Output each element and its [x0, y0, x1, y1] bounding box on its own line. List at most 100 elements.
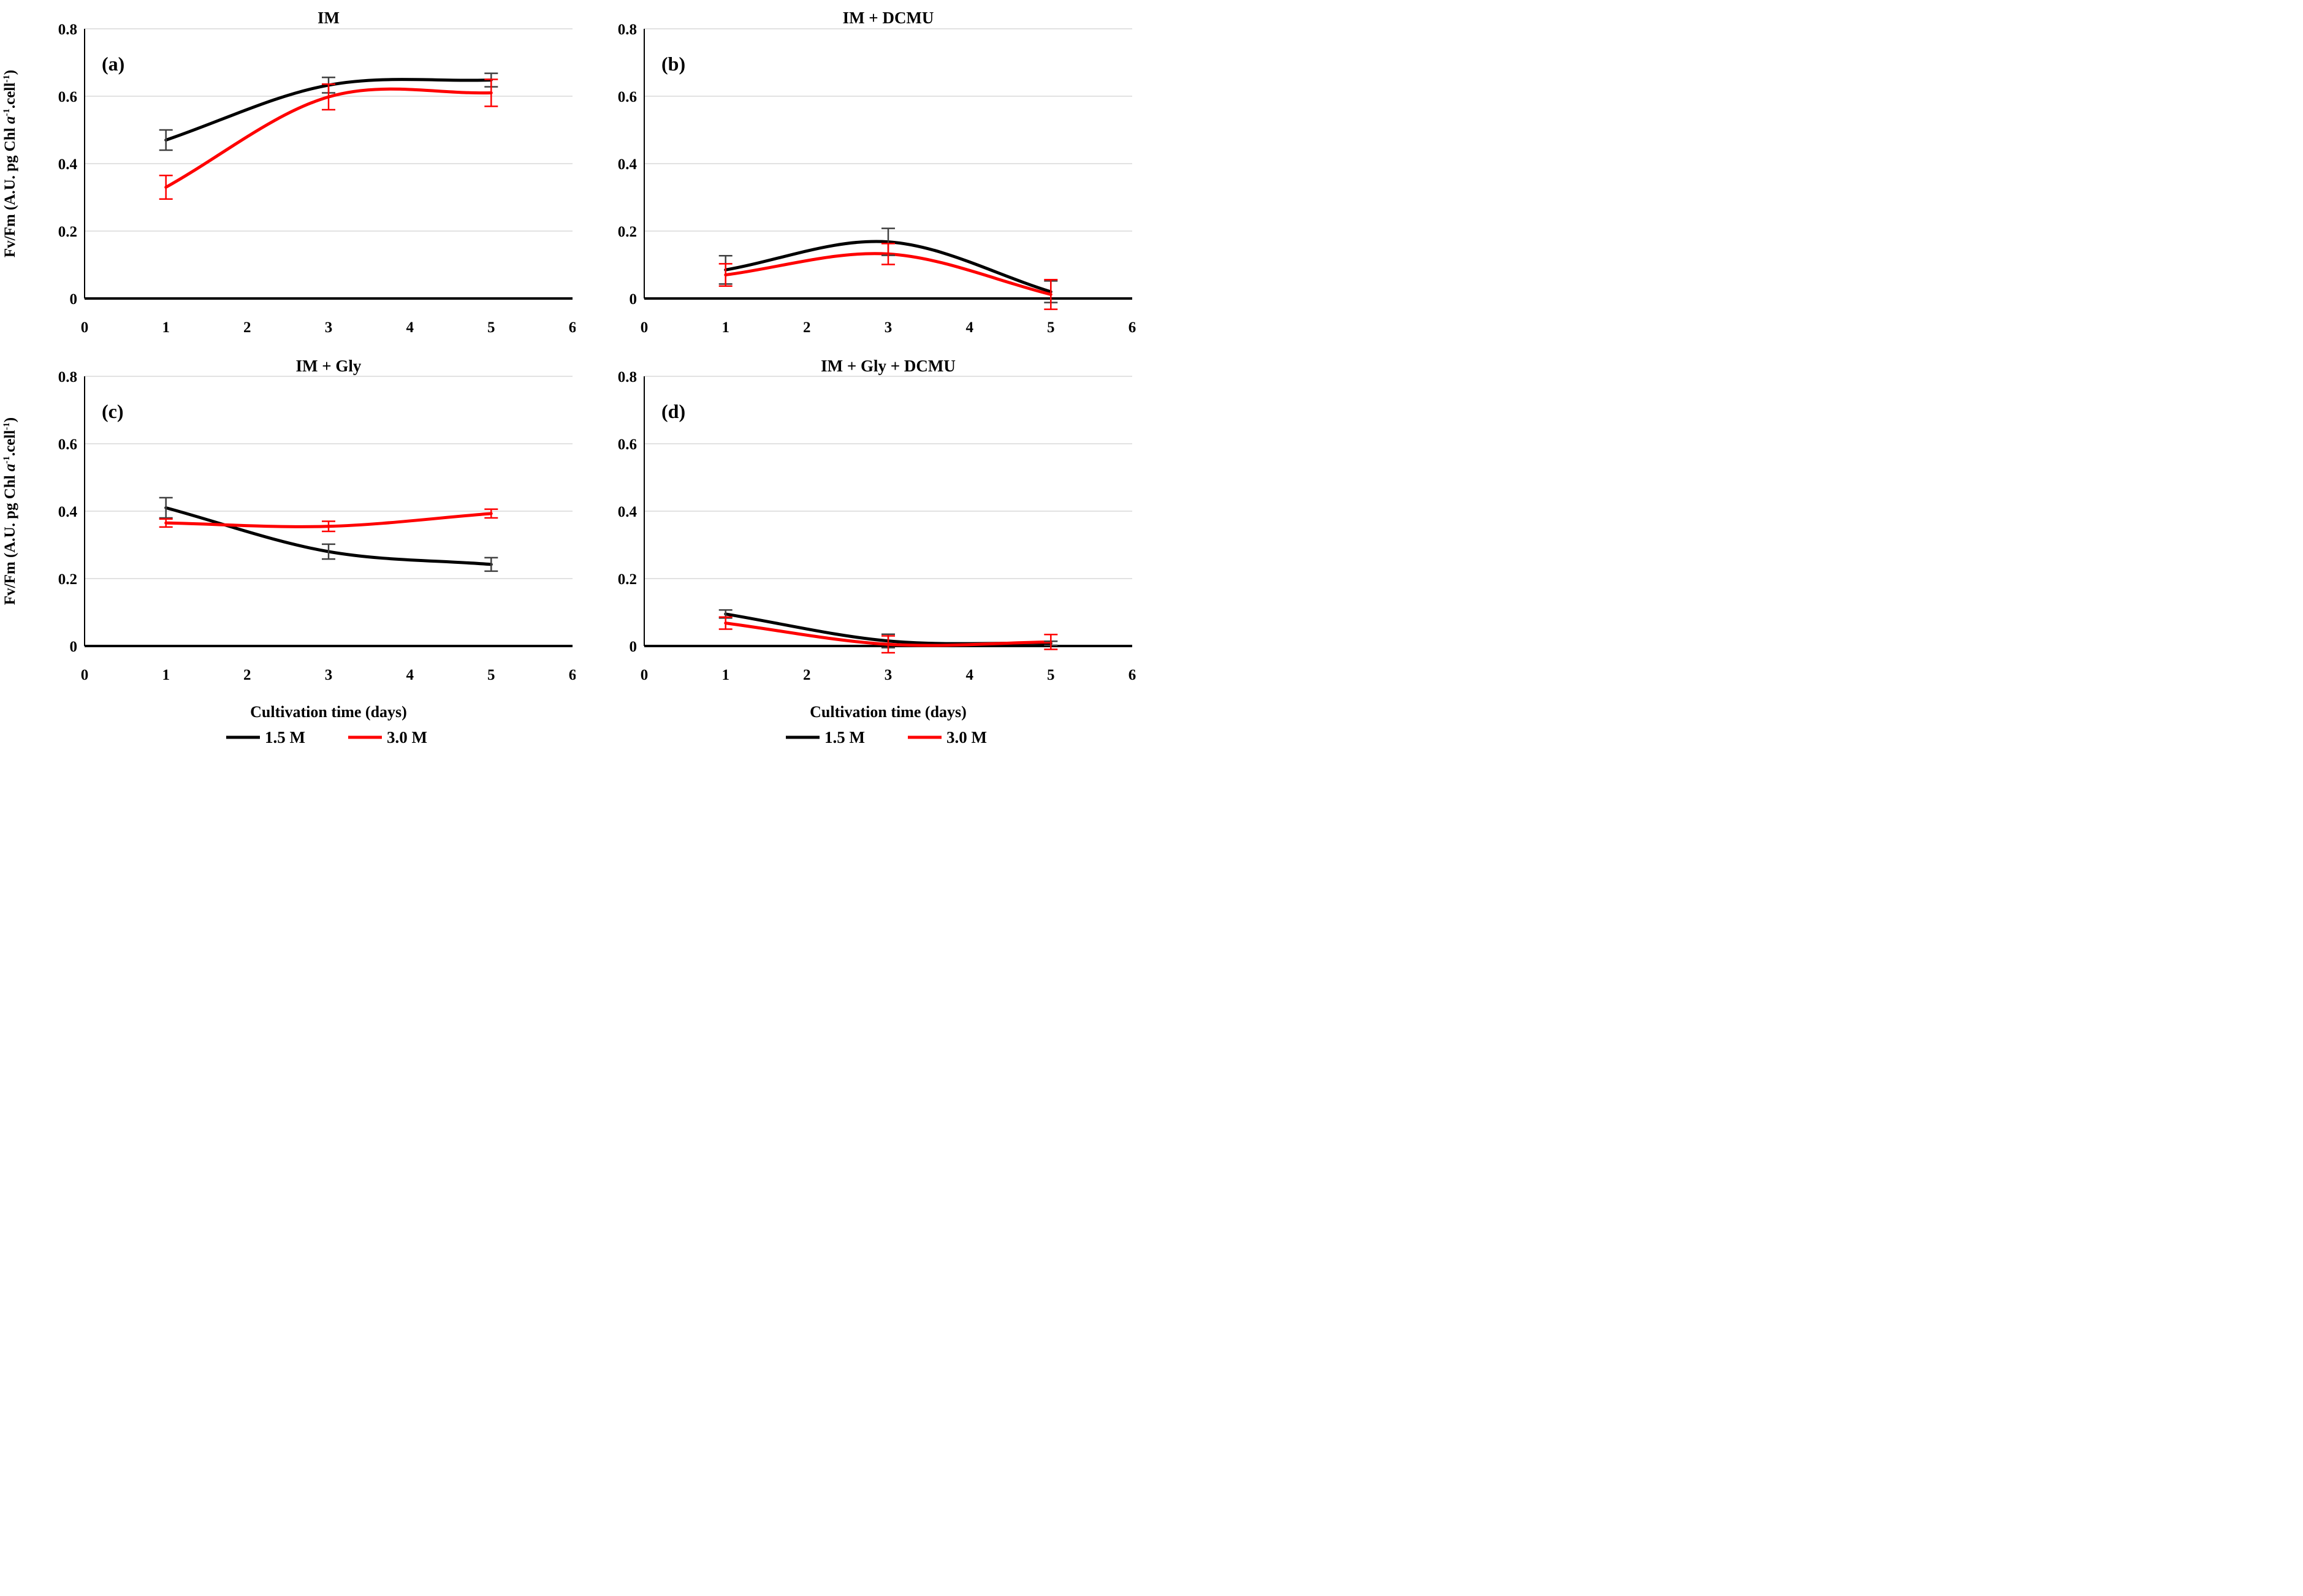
svg-text:Fv/Fm (A.U. pg Chl a-1.cell-1): Fv/Fm (A.U. pg Chl a-1.cell-1) [2, 70, 18, 257]
axes [84, 376, 573, 647]
tick-labels: 0 0.2 0.4 0.6 0.8 0 1 2 3 4 5 6 [58, 369, 576, 683]
gridlines [644, 28, 1132, 232]
x-tick-label: 0 [641, 319, 649, 336]
x-tick-label: 6 [569, 319, 576, 336]
y-tick-label: 0.2 [58, 571, 77, 588]
y-axis-label: Fv/Fm (A.U. pg Chl a-1.cell-1) [2, 417, 18, 605]
legend: 1.5 M 3.0 M [786, 728, 987, 747]
error-bar [159, 496, 173, 519]
error-bar [484, 557, 498, 572]
gridlines [85, 28, 573, 232]
panel-letter: (c) [102, 400, 124, 422]
error-bars [159, 72, 498, 200]
y-tick-label: 0.6 [618, 89, 637, 105]
x-tick-label: 1 [162, 667, 170, 683]
x-axis-label: Cultivation time (days) [250, 703, 407, 721]
x-tick-label: 3 [325, 319, 333, 336]
error-bar [484, 508, 498, 519]
y-tick-label: 0.6 [618, 436, 637, 453]
tick-labels: 0 0.2 0.4 0.6 0.8 0 1 2 3 4 5 6 [618, 21, 1136, 336]
y-tick-label: 0.8 [58, 21, 77, 38]
x-tick-label: 2 [243, 319, 251, 336]
panel-title: IM + Gly + DCMU [821, 357, 956, 375]
y-tick-label: 0.2 [58, 224, 77, 240]
x-tick-label: 2 [803, 319, 811, 336]
x-tick-label: 4 [406, 667, 414, 683]
x-tick-label: 2 [243, 667, 251, 683]
error-bar [718, 263, 733, 287]
legend-label-3-0M: 3.0 M [946, 728, 987, 747]
panel-a-chart: 0 0.2 0.4 0.6 0.8 0 1 2 3 4 5 6 Fv/Fm (A.U. pg Chl … [2, 9, 576, 336]
gridlines [644, 376, 1132, 579]
y-tick-label: 0.4 [58, 504, 78, 520]
y-axis-label: Fv/Fm (A.U. pg Chl a-1.cell-1) [2, 70, 18, 257]
error-bar [159, 518, 173, 528]
y-tick-label: 0.4 [58, 156, 78, 173]
y-tick-label: 0.4 [618, 504, 638, 520]
error-bars [718, 609, 1058, 654]
x-tick-label: 5 [1047, 667, 1055, 683]
legend-label-1-5M: 1.5 M [824, 728, 865, 747]
x-axis-label: Cultivation time (days) [810, 703, 967, 721]
x-tick-label: 3 [885, 667, 893, 683]
y-tick-label: 0 [70, 639, 78, 655]
y-tick-label: 0 [70, 291, 78, 308]
panel-title: IM [318, 9, 340, 27]
y-tick-label: 0.8 [618, 21, 637, 38]
tick-labels: 0 0.2 0.4 0.6 0.8 0 1 2 3 4 5 6 [618, 369, 1136, 683]
y-tick-label: 0.2 [618, 571, 637, 588]
svg-text:Fv/Fm (A.U. pg Chl a-1.cell-1): Fv/Fm (A.U. pg Chl a-1.cell-1) [2, 417, 18, 605]
x-tick-label: 6 [1129, 667, 1136, 683]
tick-labels: 0 0.2 0.4 0.6 0.8 0 1 2 3 4 5 6 [58, 21, 576, 336]
error-bar [159, 175, 173, 200]
y-tick-label: 0 [630, 291, 638, 308]
x-tick-label: 5 [1047, 319, 1055, 336]
error-bars [159, 496, 498, 572]
y-tick-label: 0.8 [58, 369, 77, 386]
legend-label-1-5M: 1.5 M [265, 728, 305, 747]
x-tick-label: 1 [721, 667, 729, 683]
error-bars [718, 227, 1058, 310]
x-tick-label: 0 [641, 667, 649, 683]
x-tick-label: 5 [487, 319, 495, 336]
error-bar [881, 243, 895, 265]
x-tick-label: 4 [965, 319, 973, 336]
error-bar [881, 635, 895, 654]
panel-title: IM + DCMU [843, 9, 934, 27]
y-tick-label: 0.4 [618, 156, 638, 173]
x-tick-label: 4 [965, 667, 973, 683]
error-bar [484, 78, 498, 107]
panel-letter: (d) [661, 400, 685, 422]
panel-b-chart: 0 0.2 0.4 0.6 0.8 0 1 2 3 4 5 6 IM + DCMU (b) [618, 9, 1136, 336]
panel-letter: (a) [102, 53, 124, 75]
y-tick-label: 0.8 [618, 369, 637, 386]
legend: 1.5 M 3.0 M [226, 728, 427, 747]
legend-label-3-0M: 3.0 M [387, 728, 427, 747]
y-tick-label: 0.6 [58, 89, 77, 105]
error-bar [1044, 634, 1058, 650]
panel-d-chart: 0 0.2 0.4 0.6 0.8 0 1 2 3 4 5 6 IM + Gly + DCMU (d)… [618, 357, 1136, 747]
y-tick-label: 0 [630, 639, 638, 655]
error-bar [159, 129, 173, 151]
fvfm-four-panel-figure: 0 0.2 0.4 0.6 0.8 0 1 2 3 4 5 6 Fv/Fm (A.U. pg Chl … [0, 0, 1151, 798]
panel-letter: (b) [661, 53, 685, 75]
error-bar [1044, 278, 1058, 310]
error-bar [322, 543, 335, 560]
error-bar [322, 520, 335, 533]
error-bar [718, 616, 733, 630]
axes [84, 29, 573, 300]
x-tick-label: 3 [885, 319, 893, 336]
x-tick-label: 5 [487, 667, 495, 683]
x-tick-label: 6 [569, 667, 576, 683]
x-tick-label: 4 [406, 319, 414, 336]
x-tick-label: 2 [803, 667, 811, 683]
x-tick-label: 3 [325, 667, 333, 683]
error-bar [322, 83, 335, 111]
x-tick-label: 1 [721, 319, 729, 336]
x-tick-label: 0 [81, 319, 89, 336]
y-tick-label: 0.6 [58, 436, 77, 453]
panel-title: IM + Gly [296, 357, 362, 375]
x-tick-label: 6 [1129, 319, 1136, 336]
x-tick-label: 1 [162, 319, 170, 336]
y-tick-label: 0.2 [618, 224, 637, 240]
